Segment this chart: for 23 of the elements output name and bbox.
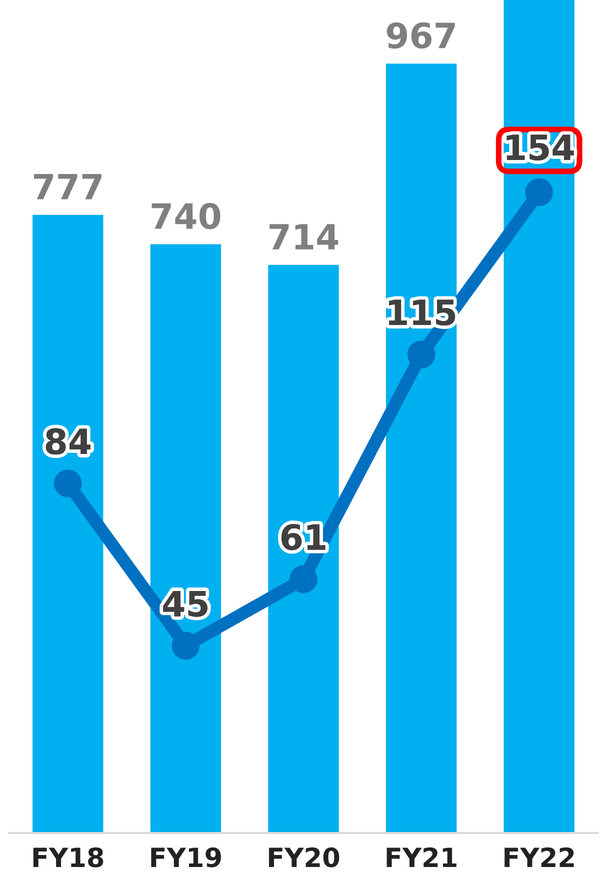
bar <box>32 214 104 833</box>
bar <box>150 244 222 833</box>
data-label: 61 <box>281 524 326 550</box>
data-label: 777 <box>34 174 102 200</box>
x-tick-label: FY19 <box>151 847 221 868</box>
x-tick-label: FY21 <box>386 847 456 867</box>
data-label: 967 <box>386 22 455 49</box>
data-label: 45 <box>163 591 208 617</box>
point <box>172 632 200 660</box>
data-label: 84 <box>46 428 90 455</box>
data-label: 115 <box>388 300 456 326</box>
point <box>407 340 436 368</box>
bar <box>386 64 457 833</box>
x-tick-label: FY22 <box>504 847 574 867</box>
data-label: 740 <box>152 202 220 230</box>
x-tick-label: FY20 <box>268 847 340 868</box>
data-label: 714 <box>270 224 338 250</box>
x-tick-label: FY18 <box>33 847 104 868</box>
point <box>290 565 318 594</box>
annotation: 154 <box>506 134 574 161</box>
bar <box>268 264 339 833</box>
point <box>54 470 82 498</box>
point <box>525 178 553 206</box>
